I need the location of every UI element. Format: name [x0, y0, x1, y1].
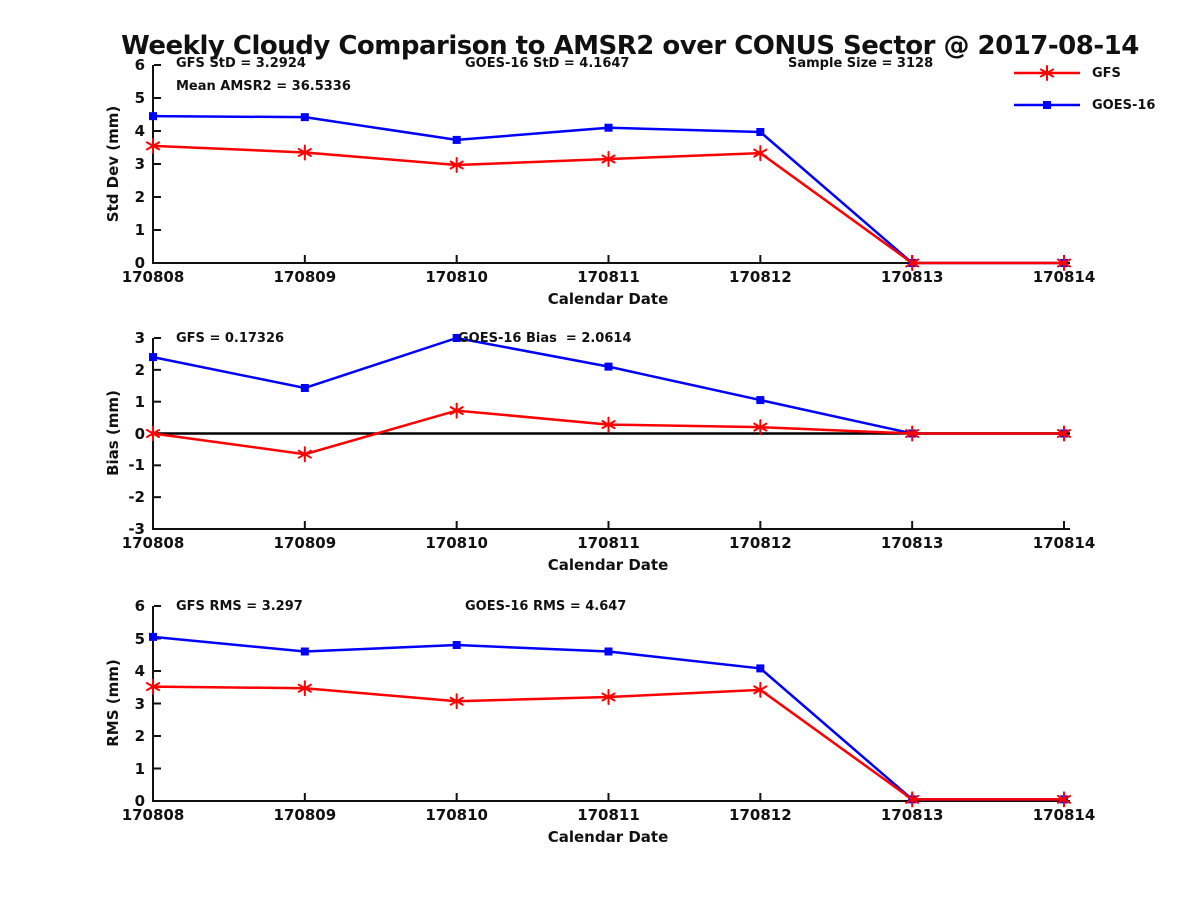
legend-entry-gfs: GFS [1012, 58, 1155, 88]
marker-goes-16 [149, 632, 157, 641]
marker-goes-16 [149, 112, 157, 121]
marker-goes-16 [300, 383, 309, 392]
marker-goes-16 [756, 396, 765, 405]
marker-goes-16 [604, 362, 613, 371]
annotation-sample-size: Sample Size = 3128 [788, 56, 934, 71]
goes-16-line-square-swatch [1014, 101, 1080, 109]
marker-gfs [905, 425, 920, 442]
marker-gfs [297, 680, 312, 697]
marker-gfs [1056, 791, 1072, 808]
marker-gfs [905, 255, 920, 271]
axes-rms [152, 606, 1070, 802]
marker-gfs [297, 144, 312, 161]
annotation-goes-std: GOES-16 StD = 4.1647 [465, 56, 630, 71]
annotation-gfs-bias: GFS = 0.17326 [176, 331, 285, 346]
legend-label-gfs: GFS [1092, 65, 1121, 81]
annotation-gfs-rms: GFS RMS = 3.297 [176, 599, 303, 614]
axes-bias [152, 338, 1070, 530]
marker-goes-16 [604, 123, 613, 132]
series-goes-16 [149, 112, 1068, 267]
x-axis-label-3: Calendar Date [547, 828, 669, 846]
x-axis-label-1: Calendar Date [547, 290, 669, 308]
marker-gfs [297, 446, 312, 463]
marker-gfs [449, 402, 464, 419]
marker-gfs [905, 791, 920, 808]
y-axis-label-rms: RMS (mm) [104, 659, 122, 747]
legend-marker-goes-16 [1043, 101, 1051, 109]
x-axis-label-2: Calendar Date [547, 556, 669, 574]
marker-gfs [1056, 425, 1072, 442]
y-axis-label-std-dev: Std Dev (mm) [104, 105, 122, 223]
chart-panel-std-dev [145, 64, 1072, 271]
marker-goes-16 [300, 647, 309, 656]
marker-gfs [753, 681, 768, 698]
axes-std-dev [152, 65, 1070, 264]
marker-gfs [601, 151, 616, 168]
marker-gfs [449, 693, 464, 710]
gfs-line-asterisk-swatch [1014, 65, 1080, 81]
marker-gfs [601, 416, 616, 433]
series-gfs [145, 137, 1072, 271]
series-gfs [145, 678, 1072, 808]
marker-goes-16 [149, 353, 157, 362]
annotation-mean-amsr2: Mean AMSR2 = 36.5336 [176, 79, 351, 94]
annotation-goes-bias: GOES-16 Bias = 2.0614 [458, 331, 632, 346]
series-goes-16 [149, 632, 1068, 804]
chart-panel-rms [145, 605, 1072, 808]
series-line-goes-16 [152, 635, 1064, 801]
legend-label-goes-16: GOES-16 [1092, 97, 1156, 113]
marker-goes-16 [452, 135, 461, 144]
annotation-gfs-std: GFS StD = 3.2924 [176, 56, 306, 71]
marker-goes-16 [604, 647, 613, 656]
marker-goes-16 [300, 113, 309, 122]
legend-marker-gfs [1039, 65, 1055, 81]
marker-gfs [449, 156, 464, 173]
marker-goes-16 [452, 641, 461, 649]
legend-entry-goes-16: GOES-16 [1012, 90, 1155, 120]
marker-gfs [753, 419, 768, 436]
marker-gfs [145, 425, 161, 442]
series-line-goes-16 [152, 114, 1064, 265]
y-axis-label-bias: Bias (mm) [104, 390, 122, 476]
marker-goes-16 [756, 664, 765, 673]
figure-title: Weekly Cloudy Comparison to AMSR2 over C… [121, 31, 1139, 61]
marker-gfs [145, 678, 161, 695]
marker-goes-16 [756, 127, 765, 136]
marker-gfs [753, 145, 768, 162]
marker-goes-16 [452, 334, 461, 342]
marker-gfs [1056, 255, 1072, 271]
marker-gfs [145, 137, 161, 154]
chart-panel-bias [145, 334, 1072, 530]
series-gfs [145, 402, 1072, 463]
legend: GFS GOES-16 [1012, 58, 1155, 122]
marker-gfs [601, 689, 616, 705]
annotation-goes-rms: GOES-16 RMS = 4.647 [465, 599, 627, 614]
